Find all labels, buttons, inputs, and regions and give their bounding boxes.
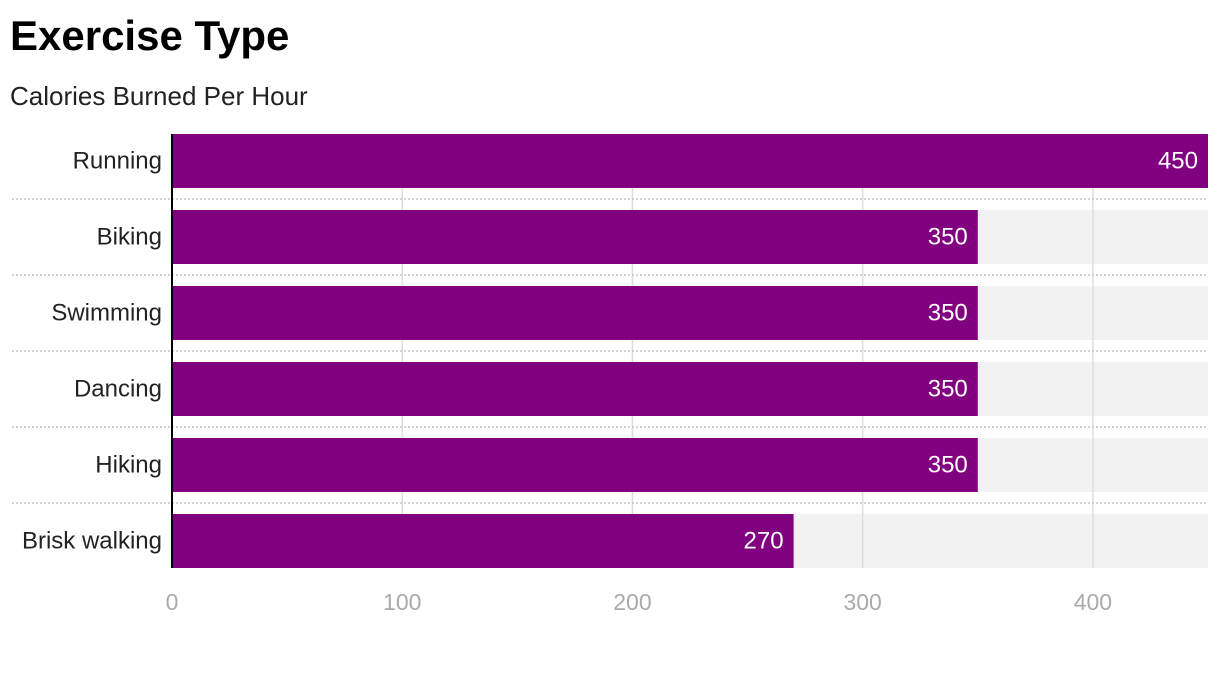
bar [172, 362, 978, 416]
data-label: 350 [928, 224, 968, 251]
category-label: Swimming [51, 300, 162, 327]
bar [172, 286, 978, 340]
bar [172, 210, 978, 264]
category-label: Running [73, 148, 162, 175]
category-label: Brisk walking [22, 528, 162, 555]
category-label: Biking [97, 224, 162, 251]
bar [172, 514, 794, 568]
x-tick-label: 100 [383, 589, 421, 615]
chart-title: Exercise Type [10, 12, 290, 59]
data-label: 350 [928, 376, 968, 403]
data-label: 270 [744, 528, 784, 555]
x-tick-label: 0 [166, 589, 179, 615]
x-tick-label: 300 [843, 589, 881, 615]
chart-subtitle: Calories Burned Per Hour [10, 81, 308, 111]
data-label: 450 [1158, 148, 1198, 175]
x-tick-label: 400 [1074, 589, 1112, 615]
bar [172, 438, 978, 492]
data-label: 350 [928, 452, 968, 479]
data-label: 350 [928, 300, 968, 327]
x-tick-label: 200 [613, 589, 651, 615]
bar [172, 134, 1208, 188]
category-label: Hiking [95, 452, 162, 479]
category-label: Dancing [74, 376, 162, 403]
